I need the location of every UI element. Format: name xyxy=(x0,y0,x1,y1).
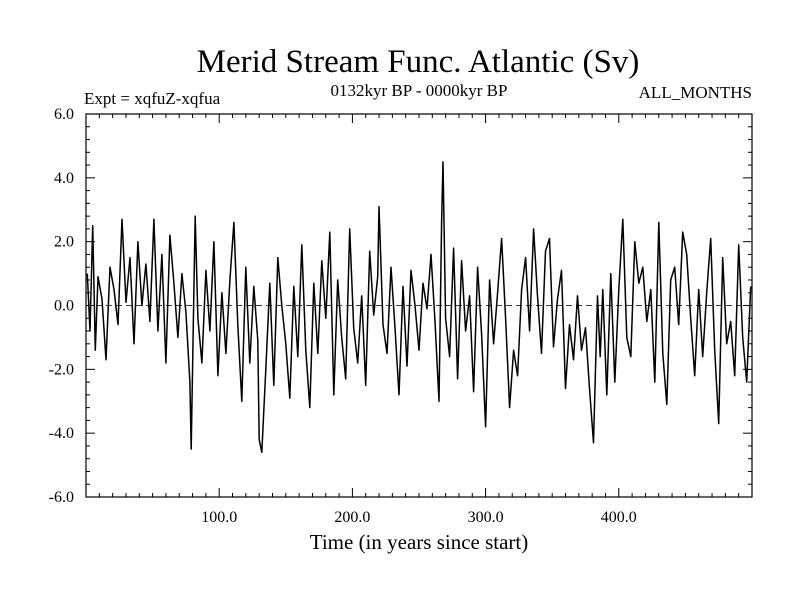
chart-title: Merid Stream Func. Atlantic (Sv) xyxy=(197,44,640,80)
x-axis-label: Time (in years since start) xyxy=(310,530,529,554)
x-tick-label: 100.0 xyxy=(201,509,237,526)
data-layer xyxy=(86,161,752,454)
series-line xyxy=(86,161,752,454)
axes-layer: -6.0 -4.0 -2.0 0.0 2.0 4.0 6.0 100.0 200.0 300.0 4… xyxy=(49,106,752,526)
y-tick-label: 0.0 xyxy=(54,298,74,315)
x-tick-label: 300.0 xyxy=(468,509,504,526)
y-tick-label: -4.0 xyxy=(49,425,74,442)
plot-frame xyxy=(85,113,753,498)
experiment-label: Expt = xqfuZ-xqfua xyxy=(84,89,221,108)
y-tick-label: 2.0 xyxy=(54,234,74,251)
y-tick-label: 4.0 xyxy=(54,170,74,187)
y-tick-label: -6.0 xyxy=(49,489,74,506)
x-tick-label: 400.0 xyxy=(601,509,637,526)
period-label: 0132kyr BP - 0000kyr BP xyxy=(331,81,508,100)
y-tick-label: 6.0 xyxy=(54,106,74,123)
x-tick-label: 200.0 xyxy=(334,509,370,526)
y-tick-label: -2.0 xyxy=(49,361,74,378)
months-label: ALL_MONTHS xyxy=(639,83,752,102)
